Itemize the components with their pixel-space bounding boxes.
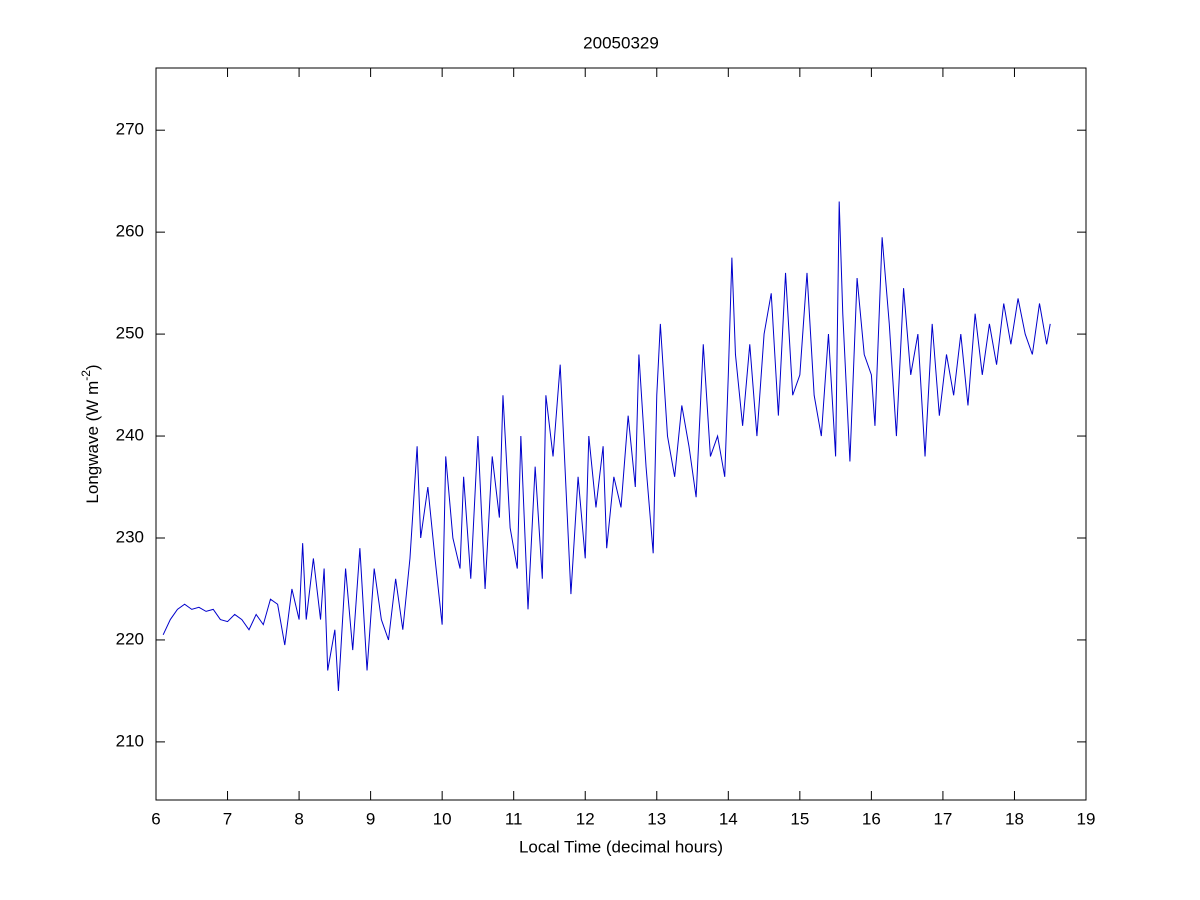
x-tick-label: 9	[366, 809, 375, 828]
y-label-text: Longwave (W m	[83, 381, 102, 504]
x-tick-label: 15	[790, 809, 809, 828]
x-tick-label: 18	[1005, 809, 1024, 828]
y-tick-label: 270	[116, 120, 144, 139]
x-axis-label: Local Time (decimal hours)	[519, 837, 723, 856]
y-tick-label: 240	[116, 426, 144, 445]
y-tick-label: 250	[116, 324, 144, 343]
plot-frame	[155, 67, 1087, 801]
x-tick-label: 7	[223, 809, 232, 828]
y-axis-label: Longwave (W m-2)	[79, 364, 102, 503]
chart-title: 20050329	[583, 33, 659, 52]
y-tick-label: 230	[116, 527, 144, 546]
x-tick-label: 12	[576, 809, 595, 828]
y-tick-label: 260	[116, 222, 144, 241]
x-tick-label: 14	[719, 809, 738, 828]
y-label-sup: -2	[79, 370, 93, 381]
y-label-suffix: )	[83, 364, 102, 370]
y-tick-label: 210	[116, 731, 144, 750]
x-tick-label: 6	[151, 809, 160, 828]
x-tick-label: 17	[933, 809, 952, 828]
x-tick-label: 16	[862, 809, 881, 828]
x-tick-label: 8	[294, 809, 303, 828]
x-tick-label: 11	[505, 809, 523, 828]
y-tick-label: 220	[116, 629, 144, 648]
x-tick-label: 13	[647, 809, 666, 828]
x-tick-label: 10	[433, 809, 452, 828]
x-tick-label: 19	[1077, 809, 1096, 828]
data-line	[162, 201, 1051, 691]
